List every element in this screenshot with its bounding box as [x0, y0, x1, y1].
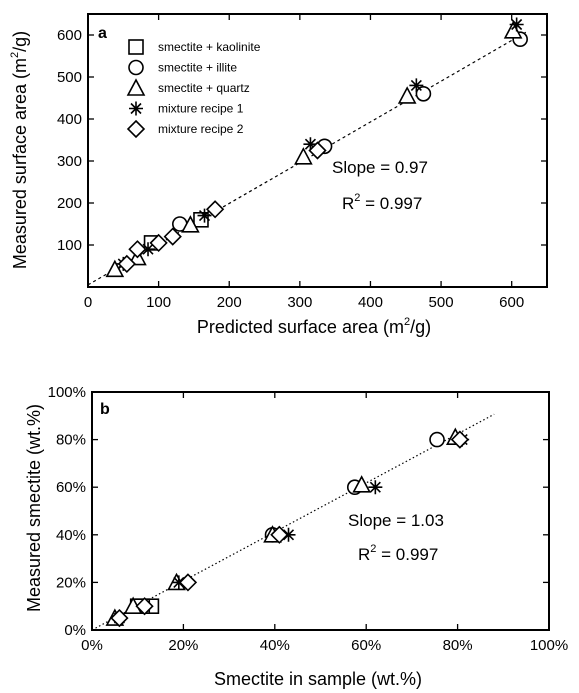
circle-point — [415, 86, 432, 102]
panel-a-legend: smectite + kaolinite smectite + illite sme… — [126, 39, 261, 139]
asterisk-point — [509, 17, 524, 32]
asterisk-point — [281, 527, 296, 542]
legend-triangle-marker — [126, 78, 146, 96]
asterisk-point — [409, 78, 424, 93]
x-tick-label: 100 — [146, 294, 171, 311]
diamond-point — [149, 233, 168, 253]
panel-a-r2-annotation: R2 = 0.997 — [342, 192, 422, 213]
panel-b-points — [105, 427, 470, 628]
diamond-point — [450, 430, 470, 449]
legend-label: mixture recipe 1 — [158, 102, 244, 116]
y-tick-label: 400 — [57, 111, 82, 128]
legend-label: mixture recipe 2 — [158, 122, 244, 136]
panel-b-slope-annotation: Slope = 1.03 — [348, 511, 444, 530]
panel-a-points — [105, 17, 528, 278]
diamond-point — [205, 200, 225, 219]
panel-b-letter: b — [100, 401, 110, 418]
panel-b-frame — [91, 391, 550, 631]
diamond-point — [135, 597, 154, 616]
asterisk-point — [368, 480, 383, 495]
panel-b-x-axis-title: Smectite in sample (wt.%) — [214, 669, 422, 689]
x-tick-label: 200 — [217, 294, 242, 311]
x-tick-label: 0 — [84, 294, 92, 311]
panel-b-x-ticks: 0% 20% 40% 60% 80% 100% — [81, 392, 568, 654]
panel-a-slope-annotation: Slope = 0.97 — [332, 158, 428, 177]
x-tick-label: 300 — [287, 294, 312, 311]
y-tick-label: 40% — [56, 527, 86, 544]
triangle-point — [397, 86, 417, 104]
y-tick-label: 20% — [56, 574, 86, 591]
x-tick-label: 100% — [530, 637, 568, 654]
diamond-point — [308, 141, 327, 160]
diamond-point — [163, 227, 182, 246]
circle-point — [429, 431, 445, 448]
asterisk-point — [303, 137, 318, 152]
y-tick-label: 100% — [48, 384, 86, 401]
asterisk-point — [171, 575, 186, 590]
triangle-point — [294, 147, 313, 165]
legend-square-marker — [128, 39, 144, 55]
diamond-point — [117, 254, 136, 274]
diamond-point — [110, 608, 129, 628]
y-tick-label: 0% — [64, 622, 86, 639]
panel-b: b 0% 20% 40% 60% 80% 100% 0%20%40%60%80%100% … — [24, 384, 568, 689]
y-tick-label: 60% — [56, 479, 86, 496]
x-tick-label: 600 — [499, 294, 524, 311]
x-tick-label: 500 — [429, 294, 454, 311]
x-tick-label: 40% — [260, 637, 290, 654]
panel-a-y-axis-title: Measured surface area (m2/g) — [9, 31, 30, 269]
y-tick-label: 600 — [57, 27, 82, 44]
y-tick-label: 80% — [56, 432, 86, 449]
x-tick-label: 60% — [351, 637, 381, 654]
panel-a-letter: a — [98, 25, 107, 42]
panel-b-y-axis-title: Measured smectite (wt.%) — [24, 404, 44, 612]
legend-label: smectite + kaolinite — [158, 40, 261, 54]
fit-line — [91, 413, 495, 631]
asterisk-point — [141, 242, 156, 257]
x-tick-label: 0% — [81, 637, 103, 654]
panel-a-y-ticks: 100 200 300 400 500 600 — [57, 27, 547, 254]
panel-a-x-ticks: 0 100 200 300 400 500 600 — [84, 14, 524, 311]
legend-circle-marker — [128, 59, 144, 76]
asterisk-point — [197, 208, 212, 223]
legend-label: smectite + illite — [158, 61, 237, 75]
diamond-point — [128, 240, 147, 259]
panel-b-fit-line — [91, 413, 495, 631]
x-tick-label: 80% — [443, 637, 473, 654]
y-tick-label: 500 — [57, 69, 82, 86]
x-tick-label: 20% — [168, 637, 198, 654]
diamond-point — [270, 525, 289, 544]
triangle-point — [352, 475, 371, 493]
panel-b-r2-annotation: R2 = 0.997 — [358, 543, 438, 564]
legend-label: smectite + quartz — [158, 81, 250, 95]
panel-a: a 0 100 200 300 400 500 600 100 200 300 400 500 600… — [9, 13, 548, 337]
legend-asterisk-marker — [129, 101, 143, 116]
panel-b-y-ticks: 0% 20% 40% 60% 80% 100% — [48, 384, 549, 639]
triangle-point — [181, 215, 200, 233]
x-tick-label: 400 — [358, 294, 383, 311]
panel-a-x-axis-title: Predicted surface area (m2/g) — [197, 316, 431, 337]
legend-diamond-marker — [126, 119, 146, 139]
y-tick-label: 200 — [57, 195, 82, 212]
diamond-point — [178, 573, 198, 592]
y-tick-label: 100 — [57, 237, 82, 254]
y-tick-label: 300 — [57, 153, 82, 170]
panel-a-frame — [87, 13, 548, 288]
